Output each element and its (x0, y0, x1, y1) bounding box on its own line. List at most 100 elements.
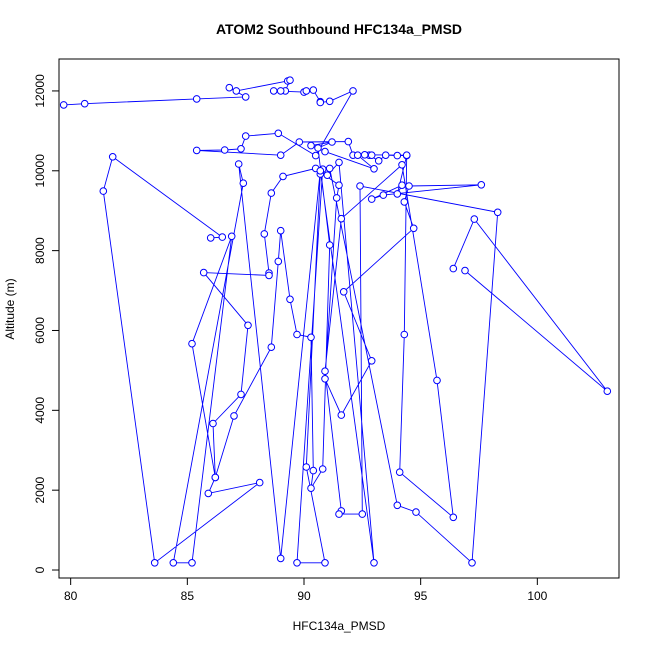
data-point (393, 190, 402, 198)
data-point (316, 98, 325, 107)
data-point (204, 489, 213, 498)
data-point (241, 93, 250, 101)
series-line (63, 79, 499, 564)
data-point (409, 224, 418, 233)
data-point (337, 214, 346, 223)
data-point (169, 559, 178, 567)
data-point (349, 87, 357, 95)
data-point (344, 137, 353, 146)
data-point (374, 157, 383, 165)
y-axis-label: Altitude (m) (3, 278, 17, 339)
data-point (356, 182, 364, 190)
data-point (393, 501, 402, 510)
data-point (328, 138, 336, 146)
data-point (227, 232, 236, 241)
y-tick-label: 6000 (33, 317, 47, 344)
data-point (400, 198, 409, 206)
data-point (237, 145, 245, 153)
chart-title: ATOM2 Southbound HFC134a_PMSD (216, 21, 462, 37)
data-point (477, 181, 486, 189)
data-point (218, 233, 227, 241)
data-point (255, 478, 264, 487)
data-point (267, 189, 276, 197)
data-point (370, 165, 378, 173)
data-point (381, 151, 390, 159)
series-group (59, 76, 612, 567)
data-point (309, 466, 318, 475)
data-point (59, 101, 68, 109)
data-point (321, 147, 329, 156)
data-point (335, 181, 343, 189)
series-line (452, 218, 608, 392)
data-point (318, 465, 327, 473)
y-tick-label: 12000 (33, 74, 47, 108)
data-point (206, 234, 215, 242)
data-point (230, 412, 238, 420)
data-point (188, 559, 196, 567)
data-point (311, 151, 320, 160)
data-point (234, 160, 243, 168)
data-point (314, 144, 322, 152)
data-point (398, 161, 406, 169)
data-point (150, 559, 159, 567)
data-point (244, 321, 252, 330)
data-point (395, 468, 404, 477)
y-tick-label: 10000 (33, 154, 47, 188)
data-point (274, 257, 283, 266)
data-point (337, 411, 346, 419)
data-point (232, 87, 241, 95)
data-point (360, 151, 369, 159)
data-point (302, 87, 311, 95)
plot-border (58, 58, 620, 579)
data-point (398, 181, 406, 189)
data-point (433, 376, 441, 385)
plot-frame (58, 58, 620, 579)
y-tick-label: 8000 (33, 237, 47, 264)
data-point (267, 343, 276, 352)
data-point (295, 138, 304, 146)
series-1 (449, 215, 612, 396)
data-point (209, 419, 217, 428)
data-point (321, 375, 329, 383)
data-point (402, 151, 411, 159)
data-point (188, 339, 196, 348)
x-tick-label: 95 (414, 589, 428, 603)
data-point (339, 288, 348, 296)
y-tick-label: 2000 (33, 476, 47, 503)
series-0 (59, 76, 502, 567)
data-point (370, 559, 378, 567)
data-point (461, 266, 469, 275)
data-point (367, 357, 376, 365)
data-point (325, 97, 334, 106)
data-point (211, 473, 220, 482)
data-point (309, 86, 318, 94)
data-point (400, 330, 409, 339)
data-point (307, 333, 315, 342)
data-point (274, 129, 283, 138)
data-point (412, 508, 420, 516)
data-point (323, 171, 332, 179)
data-point (332, 194, 341, 202)
data-point (470, 215, 479, 223)
y-tick-label: 0 (33, 566, 47, 573)
data-point (603, 387, 612, 396)
y-tick-label: 4000 (33, 397, 47, 424)
data-point (241, 132, 250, 140)
data-point (279, 172, 287, 181)
data-point (307, 484, 315, 493)
data-point (286, 76, 294, 84)
data-point (239, 179, 248, 187)
data-point (276, 87, 285, 95)
data-point (405, 182, 413, 190)
x-tick-label: 100 (527, 589, 547, 603)
data-point (335, 158, 343, 167)
data-point (307, 141, 315, 150)
data-point (225, 83, 234, 92)
data-point (199, 268, 208, 277)
data-point (316, 167, 325, 175)
data-point (276, 226, 285, 235)
data-point (276, 151, 285, 159)
x-tick-label: 80 (64, 589, 78, 603)
x-tick-label: 85 (181, 589, 195, 603)
